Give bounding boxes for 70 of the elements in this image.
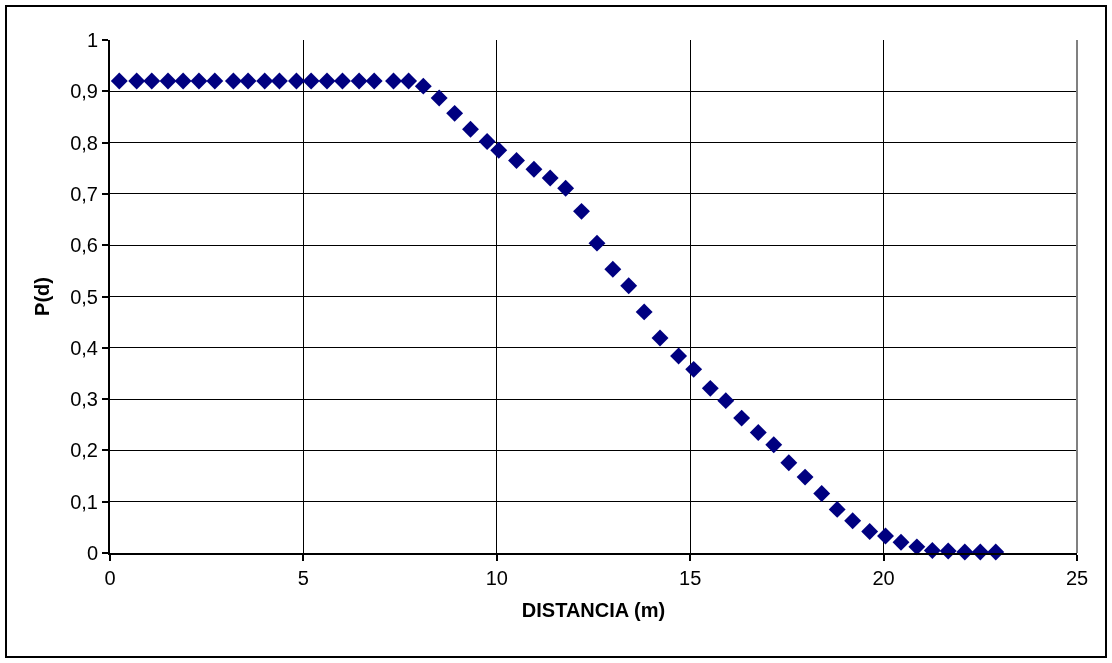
point <box>446 104 464 122</box>
point <box>128 72 146 90</box>
point <box>828 500 846 518</box>
point <box>573 202 590 220</box>
y-tick-label: 0,7 <box>70 182 98 205</box>
point <box>334 72 351 90</box>
point <box>892 533 910 551</box>
point <box>400 72 418 90</box>
point <box>765 436 783 454</box>
x-axis-title: DISTANCIA (m) <box>521 599 666 621</box>
point <box>557 179 575 197</box>
point <box>287 72 305 90</box>
point <box>604 260 622 278</box>
point <box>541 169 559 187</box>
point <box>110 72 128 90</box>
point <box>490 141 508 159</box>
y-tick-label: 0,2 <box>70 439 98 462</box>
point <box>143 72 161 90</box>
point <box>256 72 274 90</box>
point <box>385 72 402 90</box>
y-tick-label: 0,6 <box>70 234 98 257</box>
y-tick-label: 0 <box>86 542 98 564</box>
y-axis-title: P(d) <box>31 277 54 316</box>
point <box>478 133 496 151</box>
point <box>635 303 653 321</box>
point <box>685 360 703 378</box>
point <box>670 347 688 365</box>
point <box>877 527 894 545</box>
y-tick-label: 0,9 <box>70 80 98 103</box>
point <box>796 468 814 486</box>
x-tick-label: 25 <box>1065 567 1089 589</box>
point <box>508 152 525 170</box>
point <box>749 424 767 441</box>
x-tick-label: 10 <box>485 567 508 589</box>
x-tick-label: 0 <box>104 567 116 589</box>
point <box>780 454 798 472</box>
point <box>813 485 831 502</box>
point <box>908 538 926 556</box>
point <box>651 329 669 347</box>
point <box>224 72 242 90</box>
point <box>462 120 479 138</box>
y-tick-label: 1 <box>86 29 98 51</box>
point <box>414 77 432 95</box>
point <box>174 72 192 90</box>
point <box>717 392 735 410</box>
point <box>588 234 606 252</box>
point <box>620 277 638 295</box>
x-tick-label: 5 <box>297 567 309 589</box>
point <box>302 72 320 90</box>
point <box>430 89 448 107</box>
point <box>206 72 224 90</box>
point <box>350 72 368 90</box>
y-tick-label: 0,4 <box>70 336 98 359</box>
point <box>270 72 288 90</box>
point <box>733 409 751 427</box>
point <box>239 72 257 90</box>
point <box>159 72 177 90</box>
point <box>525 160 543 178</box>
y-tick-label: 0,5 <box>70 285 98 308</box>
point <box>844 512 862 530</box>
x-tick-label: 15 <box>679 567 702 589</box>
y-tick-label: 0,1 <box>70 490 98 513</box>
x-tick-label: 20 <box>872 567 895 589</box>
point <box>701 379 719 397</box>
point <box>190 72 208 90</box>
point <box>861 523 879 540</box>
y-tick-label: 0,8 <box>70 131 98 154</box>
point <box>365 72 383 90</box>
point <box>318 72 336 90</box>
y-tick-label: 0,3 <box>70 388 98 411</box>
